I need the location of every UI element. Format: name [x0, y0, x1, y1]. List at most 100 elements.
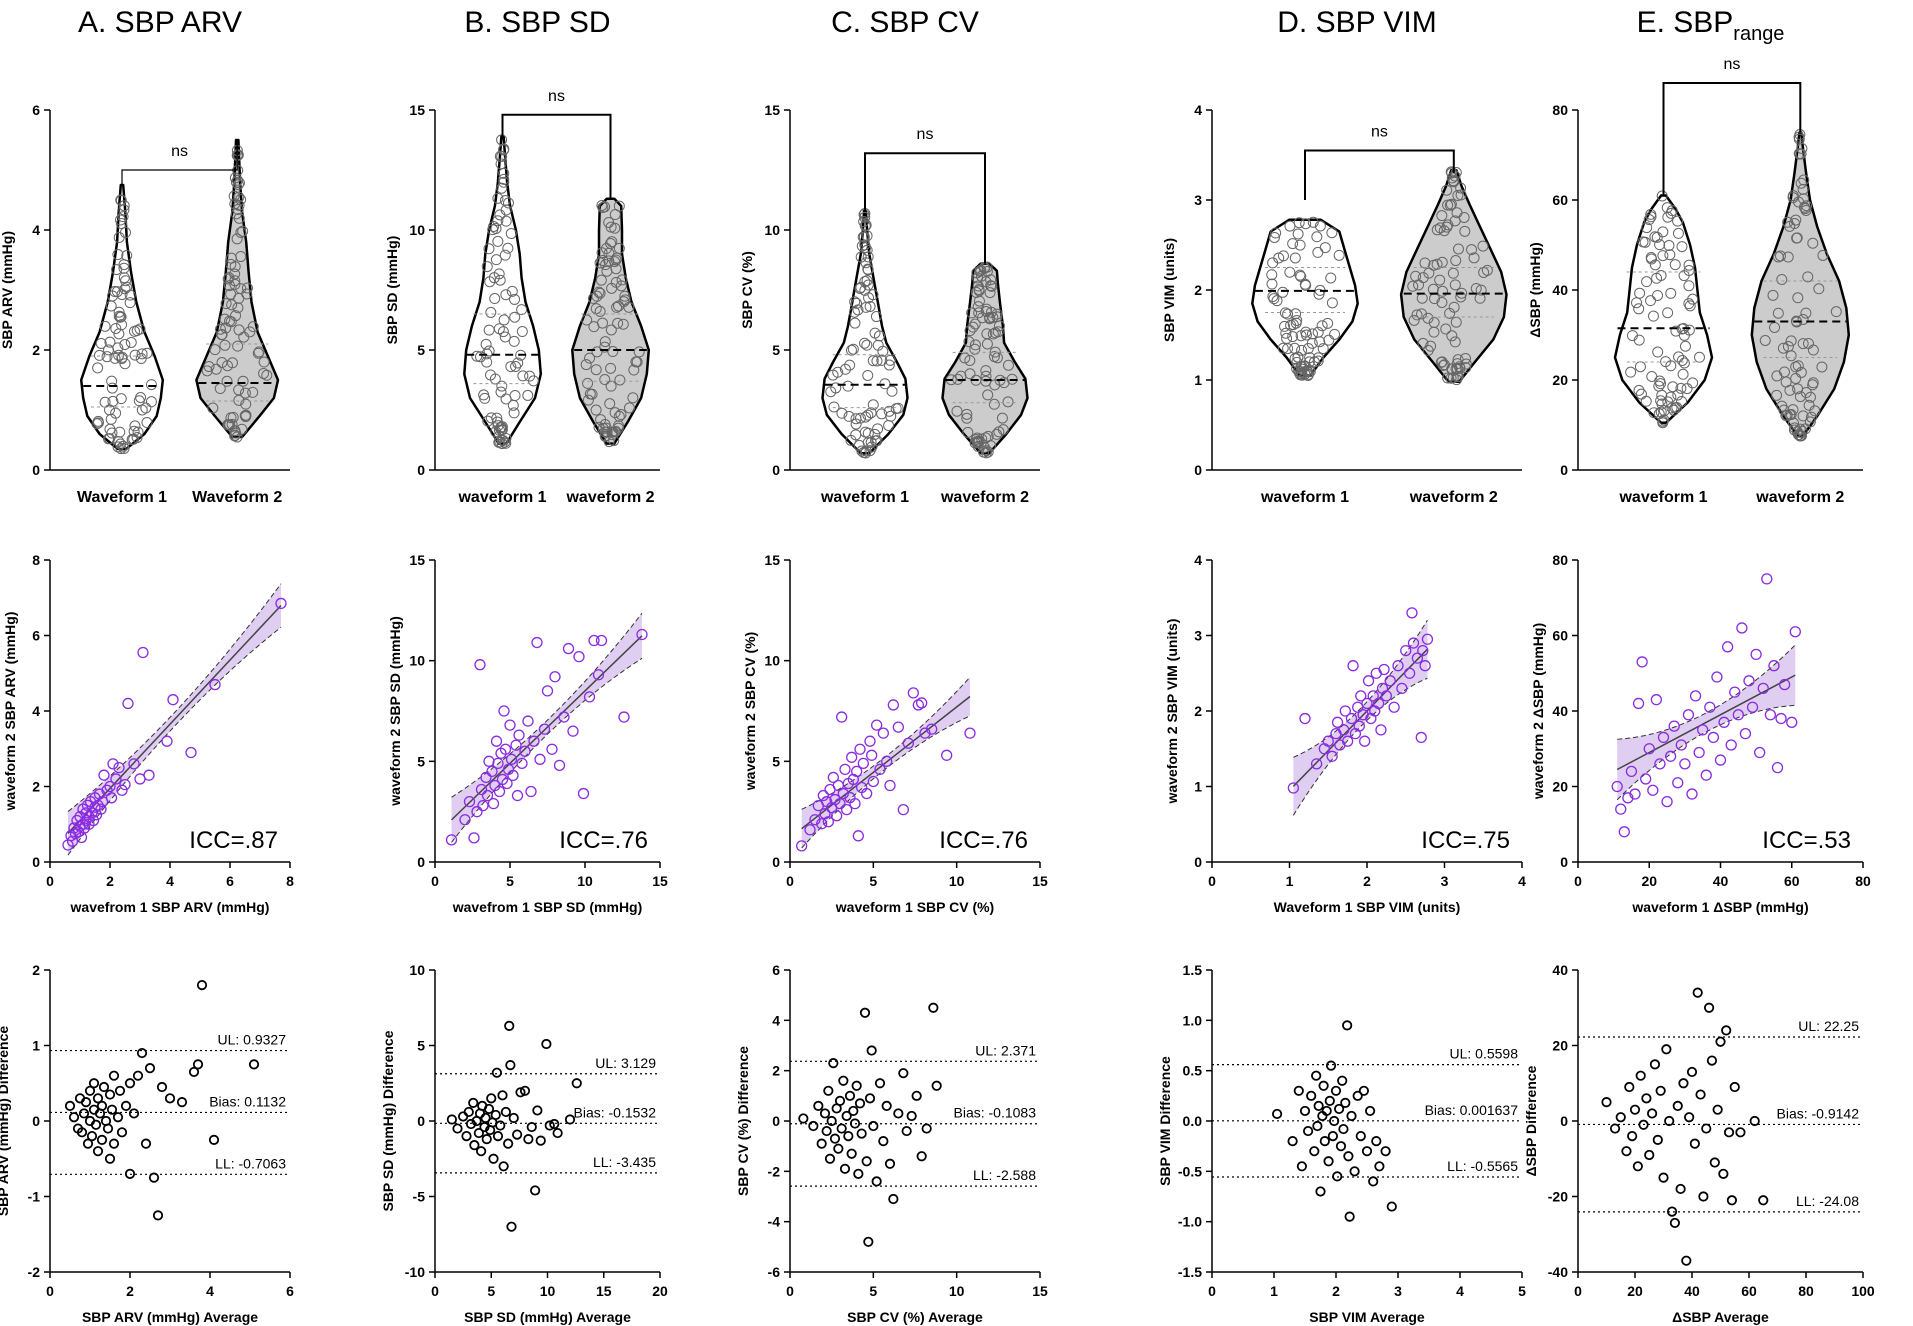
violin-point [623, 301, 635, 313]
violin-point [115, 311, 127, 323]
violin-point [609, 222, 621, 234]
violin-point [1684, 300, 1696, 312]
x-axis-label: Waveform 1 SBP VIM (units) [1274, 899, 1461, 915]
violin-point [876, 408, 888, 420]
bland-altman-point [834, 1095, 846, 1106]
violin-point [860, 219, 872, 231]
y-tick-label: 0 [1560, 462, 1568, 478]
scatter-point [71, 814, 83, 827]
violin-point [522, 389, 534, 401]
violin-point [209, 344, 221, 356]
bland-altman-point [853, 1168, 864, 1179]
scatter-point [1310, 758, 1323, 770]
bland-altman-point [826, 1115, 837, 1127]
bland-altman-point [1669, 1217, 1681, 1229]
violin-point [871, 355, 883, 367]
scatter-point [1341, 735, 1354, 747]
violin-point [1648, 407, 1660, 419]
violin-point [1683, 259, 1695, 271]
y-tick-label: 5 [417, 753, 425, 769]
violin-point [222, 419, 234, 431]
violin-point [233, 212, 245, 224]
bland-altman-point [1706, 1055, 1718, 1066]
scatter-point [831, 810, 843, 822]
scatter-point [1704, 701, 1716, 713]
violin-point [581, 314, 593, 326]
violin-point [830, 382, 842, 394]
scatter-point [1697, 724, 1709, 736]
y-tick-label: -1.5 [1178, 1264, 1202, 1280]
violin-point [980, 370, 992, 382]
y-tick-label: 10 [409, 653, 425, 669]
scatter-point [1380, 690, 1393, 702]
scatter-point [1689, 690, 1702, 702]
violin-point [93, 349, 105, 361]
bland-altman-point [836, 1123, 847, 1134]
violin-point [492, 235, 504, 247]
x-tick-label: 20 [1641, 873, 1657, 889]
violin-point [980, 305, 992, 317]
scatter-point [817, 789, 829, 802]
violin-point [870, 311, 882, 323]
violin-point [124, 297, 136, 309]
scatter-point [493, 785, 506, 798]
y-tick-label: 40 [1552, 703, 1568, 719]
violin-point [125, 336, 137, 348]
violin-point [239, 387, 251, 399]
violin-point [1665, 391, 1677, 403]
bland-altman-point [1729, 1081, 1740, 1093]
bland-altman-point [532, 1105, 543, 1116]
y-tick-label: -2 [768, 1163, 781, 1179]
violin-point [1645, 295, 1657, 307]
violin-point [1277, 286, 1289, 298]
violin-point [512, 357, 524, 369]
y-tick-label: 10 [764, 222, 780, 238]
bland-altman-point [1332, 1171, 1343, 1182]
violin-point [861, 339, 873, 351]
violin-point [1634, 287, 1646, 299]
violin-point [989, 379, 1001, 391]
scatter-point [902, 737, 914, 749]
violin-point [1795, 366, 1807, 378]
bland-altman-point [96, 1134, 108, 1145]
violin-point [603, 247, 615, 259]
violin-point [1266, 278, 1278, 290]
scatter-point [525, 785, 537, 798]
scatter-point [1786, 716, 1798, 728]
bland-altman-point [893, 1108, 904, 1119]
violin-point [105, 413, 117, 425]
bland-altman-point [1349, 1166, 1360, 1177]
violin-point [496, 380, 508, 392]
scatter-point [1632, 697, 1645, 710]
violin-point [603, 216, 615, 228]
scatter-point [1400, 644, 1412, 657]
violin-point [1428, 326, 1440, 338]
bland-altman-point [1709, 1157, 1720, 1168]
bland-altman-point [498, 1161, 509, 1172]
violin-point [591, 346, 603, 358]
violin-point [969, 339, 981, 351]
x-tick-label: 15 [1032, 873, 1048, 889]
bland-altman-point [1287, 1136, 1298, 1147]
violin-point [982, 389, 994, 401]
bland-altman-point [458, 1111, 469, 1122]
x-axis-label: waveform 1 SBP CV (%) [835, 899, 994, 915]
bland-altman-point [1712, 1104, 1723, 1115]
scatter-point [871, 719, 883, 731]
bland-altman-point [124, 1078, 136, 1089]
bland-altman-point [838, 1075, 849, 1086]
violin-point [220, 298, 232, 310]
bland-altman-point [1312, 1120, 1323, 1132]
scatter-point [1707, 731, 1720, 744]
scatter-point [105, 792, 118, 804]
violin-point [1676, 354, 1688, 366]
y-tick-label: 6 [772, 962, 780, 978]
violin-point [1785, 335, 1797, 347]
violin-point [1676, 241, 1688, 253]
violin-point [1270, 227, 1282, 239]
x-axis-label: SBP VIM Average [1309, 1309, 1425, 1325]
violin-point [1440, 323, 1452, 335]
bland-altman-point [1681, 1255, 1692, 1266]
scatter-point [1421, 633, 1434, 645]
violin-point [1759, 335, 1771, 347]
